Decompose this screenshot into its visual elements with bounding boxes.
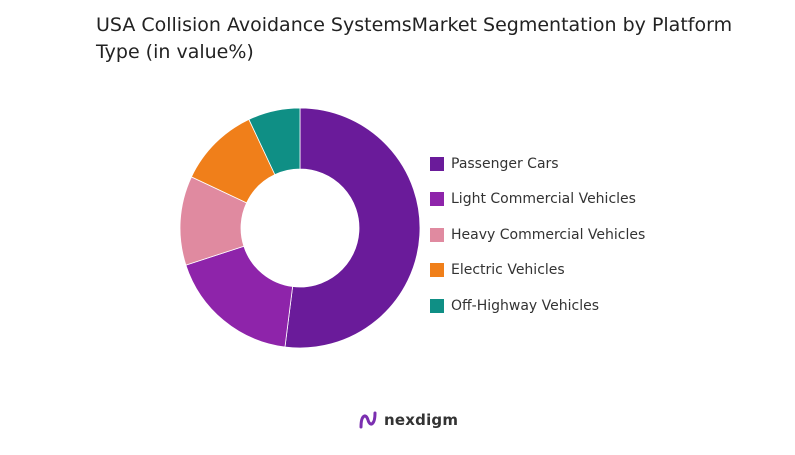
legend-item-passenger-cars: Passenger Cars xyxy=(430,152,645,175)
legend-label: Off-Highway Vehicles xyxy=(451,297,600,314)
legend-item-light-commercial-vehicles: Light Commercial Vehicles xyxy=(430,188,645,211)
legend-label: Passenger Cars xyxy=(451,155,559,172)
brand-name: nexdigm xyxy=(384,411,459,429)
legend-item-electric-vehicles: Electric Vehicles xyxy=(430,259,645,282)
donut-slices xyxy=(179,107,421,349)
nexdigm-logo-icon xyxy=(359,411,377,429)
legend-item-off-highway-vehicles: Off-Highway Vehicles xyxy=(430,294,645,317)
legend-swatch xyxy=(430,227,444,242)
slice-light-commercial-vehicles xyxy=(185,245,294,348)
legend-swatch xyxy=(430,192,444,206)
legend-label: Light Commercial Vehicles xyxy=(451,191,636,207)
chart-legend: Passenger Cars Light Commercial Vehicles H… xyxy=(430,152,645,330)
legend-label: Electric Vehicles xyxy=(451,262,565,278)
slice-off-highway-vehicles xyxy=(248,107,301,176)
chart-title: USA Collision Avoidance SystemsMarket Se… xyxy=(96,14,733,63)
legend-item-heavy-commercial-vehicles: Heavy Commercial Vehicles xyxy=(430,223,645,246)
legend-swatch xyxy=(430,263,444,277)
legend-swatch xyxy=(430,298,444,313)
brand-logo: nexdigm xyxy=(358,409,458,431)
legend-label: Heavy Commercial Vehicles xyxy=(451,226,646,243)
slice-passenger-cars xyxy=(284,107,421,349)
legend-swatch xyxy=(430,156,444,171)
